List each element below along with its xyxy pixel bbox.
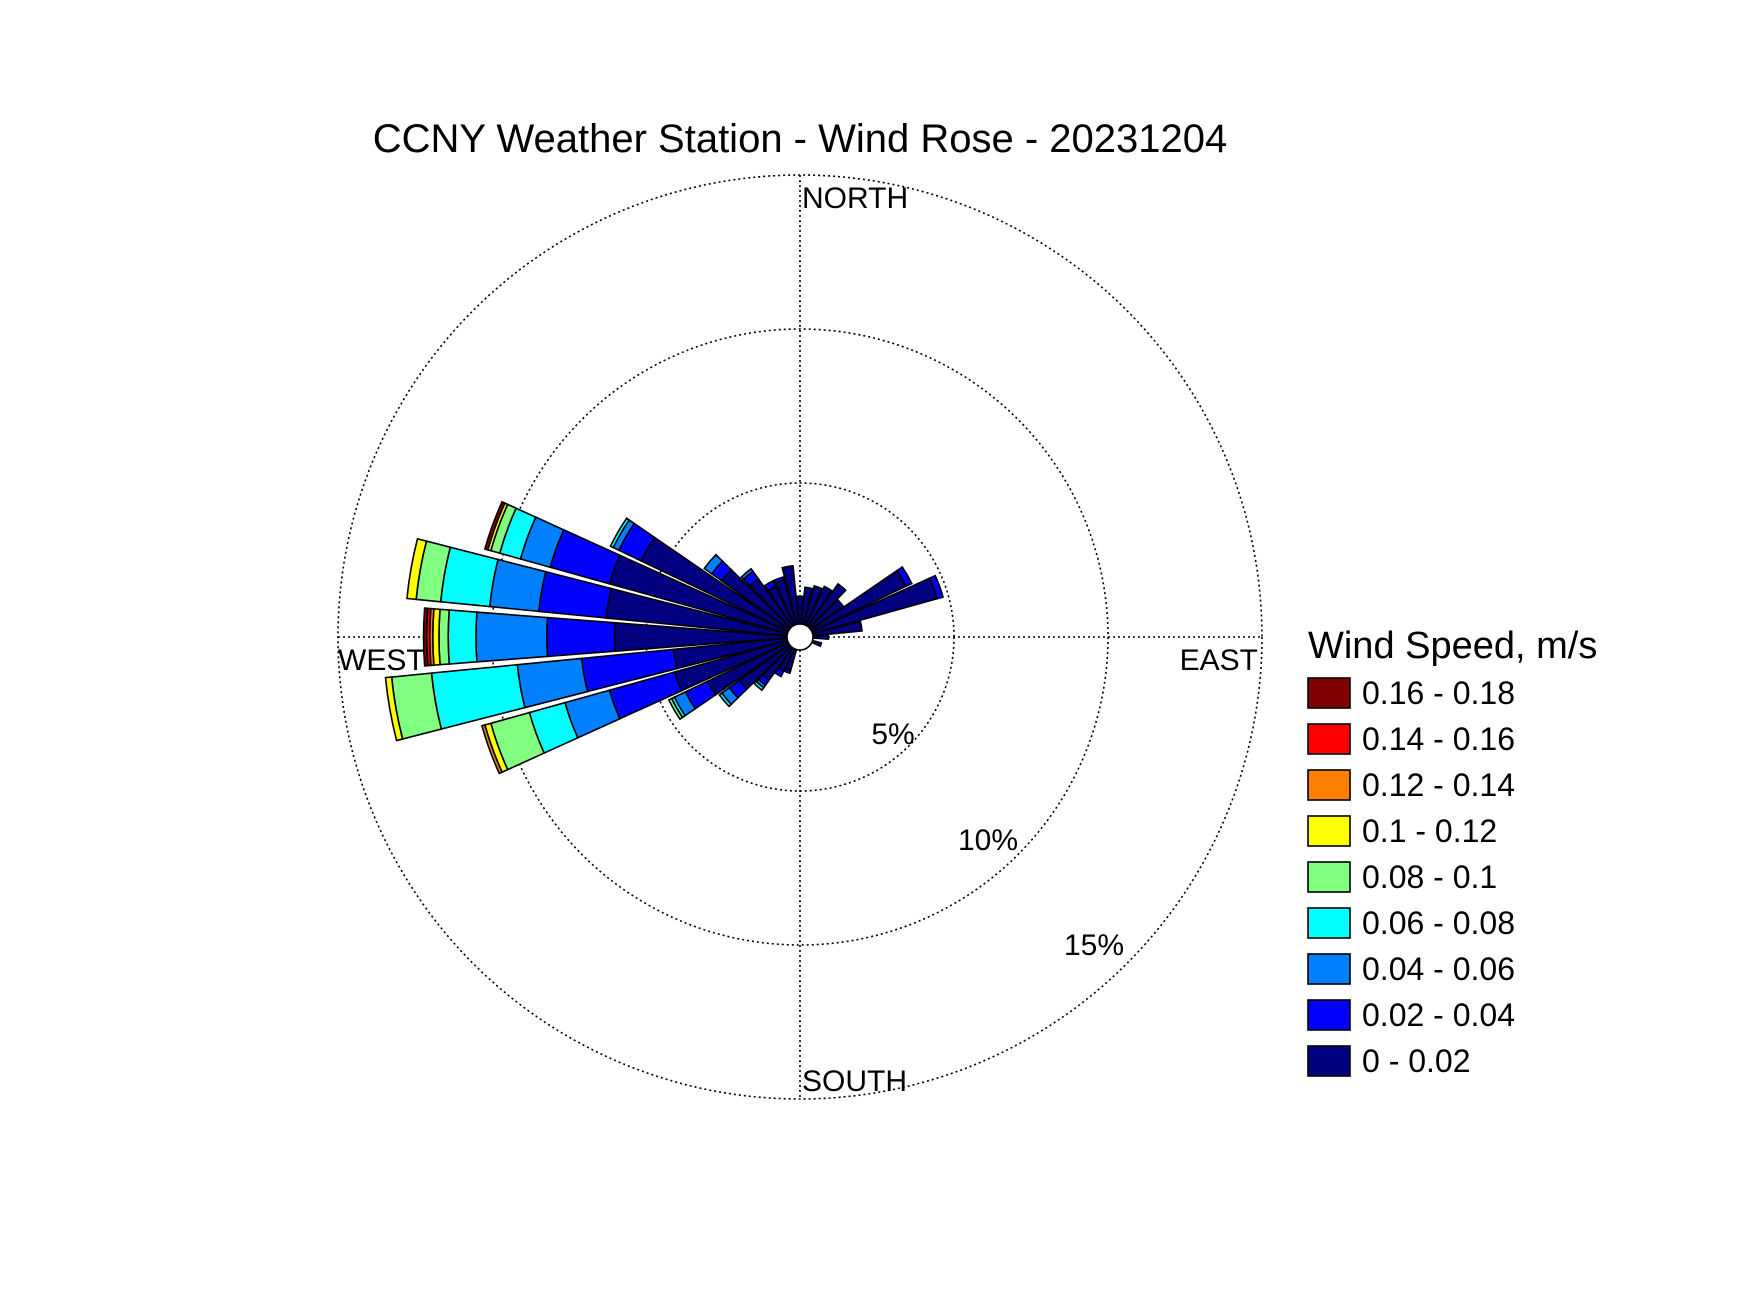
direction-label-west: WEST: [338, 644, 425, 677]
legend-swatch-5: [1307, 907, 1351, 939]
chart-title: CCNY Weather Station - Wind Rose - 20231…: [373, 117, 1228, 161]
ring-label-10: 10%: [958, 824, 1018, 857]
ring-label-15: 15%: [1064, 929, 1124, 962]
wedge-110deg-bin-0: [810, 639, 823, 648]
wedge-270deg-bin-2: [475, 611, 549, 663]
legend-title: Wind Speed, m/s: [1308, 625, 1597, 667]
legend-swatch-0: [1307, 677, 1351, 709]
wedge-270deg-bin-3: [447, 609, 478, 665]
wedge-280deg-bin-2: [488, 558, 547, 613]
wedge-280deg-bin-5: [406, 537, 428, 601]
legend-label-4: 0.08 - 0.1: [1362, 859, 1497, 895]
wedge-70deg-bin-1: [928, 574, 945, 600]
legend-swatch-8: [1307, 1045, 1351, 1077]
wedge-300deg-bin-3: [609, 517, 631, 549]
direction-label-north: NORTH: [802, 182, 908, 215]
legend-swatch-7: [1307, 999, 1351, 1031]
legend-swatch-2: [1307, 769, 1351, 801]
wedge-220deg-bin-3: [753, 680, 765, 692]
wedge-240deg-bin-4: [667, 697, 684, 721]
legend-label-1: 0.14 - 0.16: [1362, 721, 1515, 757]
legend-label-7: 0.02 - 0.04: [1362, 997, 1515, 1033]
wedge-340deg-bin-1: [773, 576, 786, 585]
wedge-280deg-bin-3: [439, 546, 500, 608]
legend: Wind Speed, m/s 0.16 - 0.18 0.14 - 0.16 0.…: [1307, 625, 1597, 1079]
wedge-270deg-bin-8: [422, 607, 429, 667]
wedge-260deg-bin-5: [384, 676, 404, 742]
wind-rose-wedges: [384, 500, 945, 775]
wedge-270deg-bin-1: [545, 616, 616, 658]
legend-swatch-3: [1307, 815, 1351, 847]
wedge-210deg-bin-1: [774, 666, 785, 678]
wedge-90deg-bin-0: [812, 633, 830, 641]
wedge-270deg-bin-4: [438, 608, 451, 666]
wedge-60deg-bin-1: [896, 565, 913, 588]
legend-label-8: 0 - 0.02: [1362, 1043, 1471, 1079]
wedge-330deg-bin-1: [763, 579, 777, 592]
wedge-250deg-bin-6: [480, 723, 504, 775]
direction-label-south: SOUTH: [802, 1065, 907, 1098]
legend-swatch-6: [1307, 953, 1351, 985]
legend-label-6: 0.04 - 0.06: [1362, 951, 1515, 987]
legend-label-3: 0.1 - 0.12: [1362, 813, 1497, 849]
center-hole: [786, 623, 814, 651]
legend-swatch-4: [1307, 861, 1351, 893]
wedge-320deg-bin-2: [740, 567, 755, 581]
ring-label-5: 5%: [871, 718, 914, 751]
direction-label-east: EAST: [1180, 644, 1258, 677]
legend-label-2: 0.12 - 0.14: [1362, 767, 1515, 803]
wedge-230deg-bin-3: [718, 691, 733, 708]
wedge-310deg-bin-2: [703, 553, 724, 575]
legend-label-0: 0.16 - 0.18: [1362, 675, 1515, 711]
legend-swatch-1: [1307, 723, 1351, 755]
wedge-290deg-bin-8: [483, 500, 506, 551]
legend-label-5: 0.06 - 0.08: [1362, 905, 1515, 941]
